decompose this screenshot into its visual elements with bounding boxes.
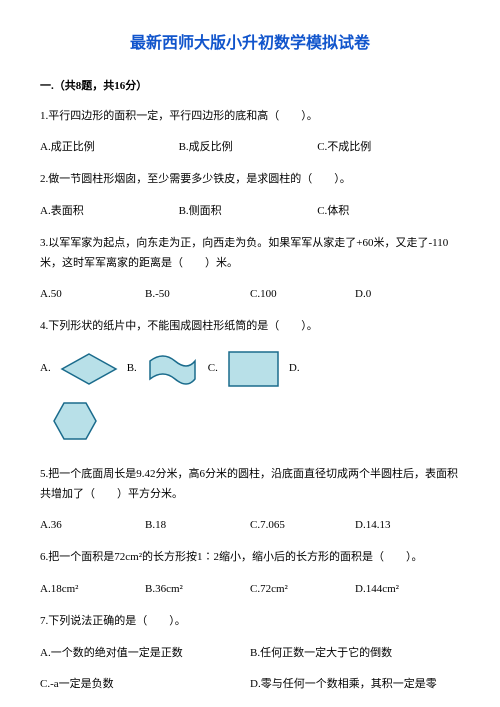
q1-option-a: A.成正比例	[40, 138, 179, 158]
question-7: 7.下列说法正确的是（ ）。	[40, 612, 460, 632]
question-5-options: A.36 B.18 C.7.065 D.14.13	[40, 516, 460, 536]
q5-option-d: D.14.13	[355, 516, 460, 536]
rhombus-icon	[59, 351, 119, 387]
q6-option-b: B.36cm²	[145, 580, 250, 600]
q6-option-a: A.18cm²	[40, 580, 145, 600]
section-1-header: 一.（共8题，共16分）	[40, 77, 460, 97]
q2-option-c: C.体积	[317, 202, 456, 222]
q7-option-c: C.-a一定是负数	[40, 675, 250, 695]
q5-option-b: B.18	[145, 516, 250, 536]
wave-icon	[145, 349, 200, 389]
question-3-options: A.50 B.-50 C.100 D.0	[40, 285, 460, 305]
q5-option-a: A.36	[40, 516, 145, 536]
question-7-options-row1: A.一个数的绝对值一定是正数 B.任何正数一定大于它的倒数	[40, 644, 460, 664]
q4-option-a-label: A.	[40, 359, 51, 379]
question-7-options-row2: C.-a一定是负数 D.零与任何一个数相乘，其积一定是零	[40, 675, 460, 695]
q3-option-a: A.50	[40, 285, 145, 305]
q1-option-c: C.不成比例	[317, 138, 456, 158]
q4-option-c-label: C.	[208, 359, 218, 379]
rectangle-icon	[226, 349, 281, 389]
q7-option-d: D.零与任何一个数相乘，其积一定是零	[250, 675, 460, 695]
question-6: 6.把一个面积是72cm²的长方形按1∶2缩小，缩小后的长方形的面积是（ ）。	[40, 548, 460, 568]
question-6-options: A.18cm² B.36cm² C.72cm² D.144cm²	[40, 580, 460, 600]
q3-option-c: C.100	[250, 285, 355, 305]
q7-option-b: B.任何正数一定大于它的倒数	[250, 644, 460, 664]
q2-option-b: B.侧面积	[179, 202, 318, 222]
question-5: 5.把一个底面周长是9.42分米，高6分米的圆柱，沿底面直径切成两个半圆柱后，表…	[40, 465, 460, 505]
question-4-shapes: A. B. C. D.	[40, 349, 460, 389]
question-1: 1.平行四边形的面积一定，平行四边形的底和高（ ）。	[40, 107, 460, 127]
question-1-options: A.成正比例 B.成反比例 C.不成比例	[40, 138, 460, 158]
q5-option-c: C.7.065	[250, 516, 355, 536]
q6-option-c: C.72cm²	[250, 580, 355, 600]
q4-option-d-label: D.	[289, 359, 300, 379]
q7-option-a: A.一个数的绝对值一定是正数	[40, 644, 250, 664]
q3-option-b: B.-50	[145, 285, 250, 305]
q3-option-d: D.0	[355, 285, 460, 305]
q2-option-a: A.表面积	[40, 202, 179, 222]
exam-title: 最新西师大版小升初数学模拟试卷	[40, 30, 460, 59]
question-2: 2.做一节圆柱形烟囱，至少需要多少铁皮，是求圆柱的（ ）。	[40, 170, 460, 190]
q6-option-d: D.144cm²	[355, 580, 460, 600]
hexagon-shape	[50, 399, 460, 451]
q1-option-b: B.成反比例	[179, 138, 318, 158]
question-2-options: A.表面积 B.侧面积 C.体积	[40, 202, 460, 222]
question-3: 3.以军军家为起点，向东走为正，向西走为负。如果军军从家走了+60米，又走了-1…	[40, 234, 460, 274]
q4-option-b-label: B.	[127, 359, 137, 379]
question-4: 4.下列形状的纸片中，不能围成圆柱形纸筒的是（ ）。	[40, 317, 460, 337]
